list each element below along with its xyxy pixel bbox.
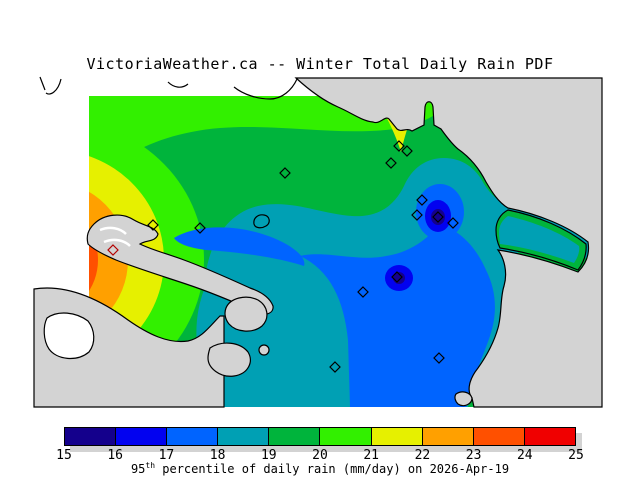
color-scale-tick-label: 25 — [568, 448, 584, 463]
color-scale-segment-18-19 — [218, 428, 270, 445]
band-17-18-main — [300, 229, 495, 407]
coastline-fragment — [233, 78, 298, 100]
caption-rest: percentile of daily rain (mm/day) on 202… — [155, 462, 510, 476]
color-scale-tick-label: 23 — [465, 448, 482, 463]
station-marker — [391, 271, 403, 283]
color-scale-tick-label: 20 — [312, 448, 328, 463]
plot-title: VictoriaWeather.ca -- Winter Total Daily… — [86, 55, 554, 73]
color-scale-caption: 95th percentile of daily rain (mm/day) o… — [0, 461, 640, 476]
color-scale-segment-22-23 — [422, 428, 474, 445]
station-marker — [279, 167, 291, 179]
color-scale-segment-23-24 — [473, 428, 525, 445]
station-marker — [432, 211, 444, 223]
coastline-fragment — [167, 81, 189, 88]
station-marker — [393, 140, 405, 152]
station-marker — [416, 194, 428, 206]
lake-outline — [253, 214, 270, 229]
color-scale-segment-16-17 — [116, 428, 168, 445]
color-scale-tick-label: 15 — [56, 448, 72, 463]
station-marker — [329, 361, 341, 373]
station-marker — [194, 222, 206, 234]
color-scale-tick-label: 17 — [158, 448, 175, 463]
color-scale-tick-label: 16 — [107, 448, 124, 463]
station-marker — [107, 244, 119, 256]
color-scale-tick-label: 18 — [209, 448, 226, 463]
color-scale-tick-label: 24 — [516, 448, 533, 463]
station-marker — [411, 209, 423, 221]
color-scale — [64, 427, 576, 446]
coastline-fragment — [39, 76, 62, 95]
station-marker — [447, 217, 459, 229]
peninsula-channels — [99, 226, 131, 247]
color-scale-tick-label: 22 — [414, 448, 431, 463]
station-markers — [107, 140, 459, 373]
landmass-east — [294, 77, 603, 408]
land-layer — [33, 76, 603, 408]
islet — [454, 391, 473, 407]
caption-prefix: 95 — [130, 462, 146, 476]
station-marker — [357, 286, 369, 298]
color-scale-tick-label: 19 — [260, 448, 277, 463]
color-scale-tick-label: 21 — [363, 448, 380, 463]
station-marker — [147, 219, 159, 231]
color-scale-segment-15-16 — [65, 428, 117, 445]
station-marker — [401, 145, 413, 157]
rain-minimum-core-1 — [431, 209, 445, 225]
color-scale-segment-21-22 — [371, 428, 423, 445]
peninsula-west — [86, 214, 274, 315]
band-24-25-core — [36, 240, 68, 280]
inlet-water — [499, 216, 580, 263]
color-scale-segment-19-20 — [269, 428, 321, 445]
color-scale-segment-24-25 — [524, 428, 575, 445]
station-marker — [433, 352, 445, 364]
island — [224, 296, 268, 332]
island — [207, 342, 251, 377]
superscript-th: th — [145, 461, 156, 470]
island — [258, 344, 270, 356]
color-scale-segment-17-18 — [167, 428, 219, 445]
band-17-18-west-tongue — [174, 227, 305, 266]
station-marker — [385, 157, 397, 169]
color-scale-segment-20-21 — [320, 428, 372, 445]
basin-water — [43, 312, 95, 359]
